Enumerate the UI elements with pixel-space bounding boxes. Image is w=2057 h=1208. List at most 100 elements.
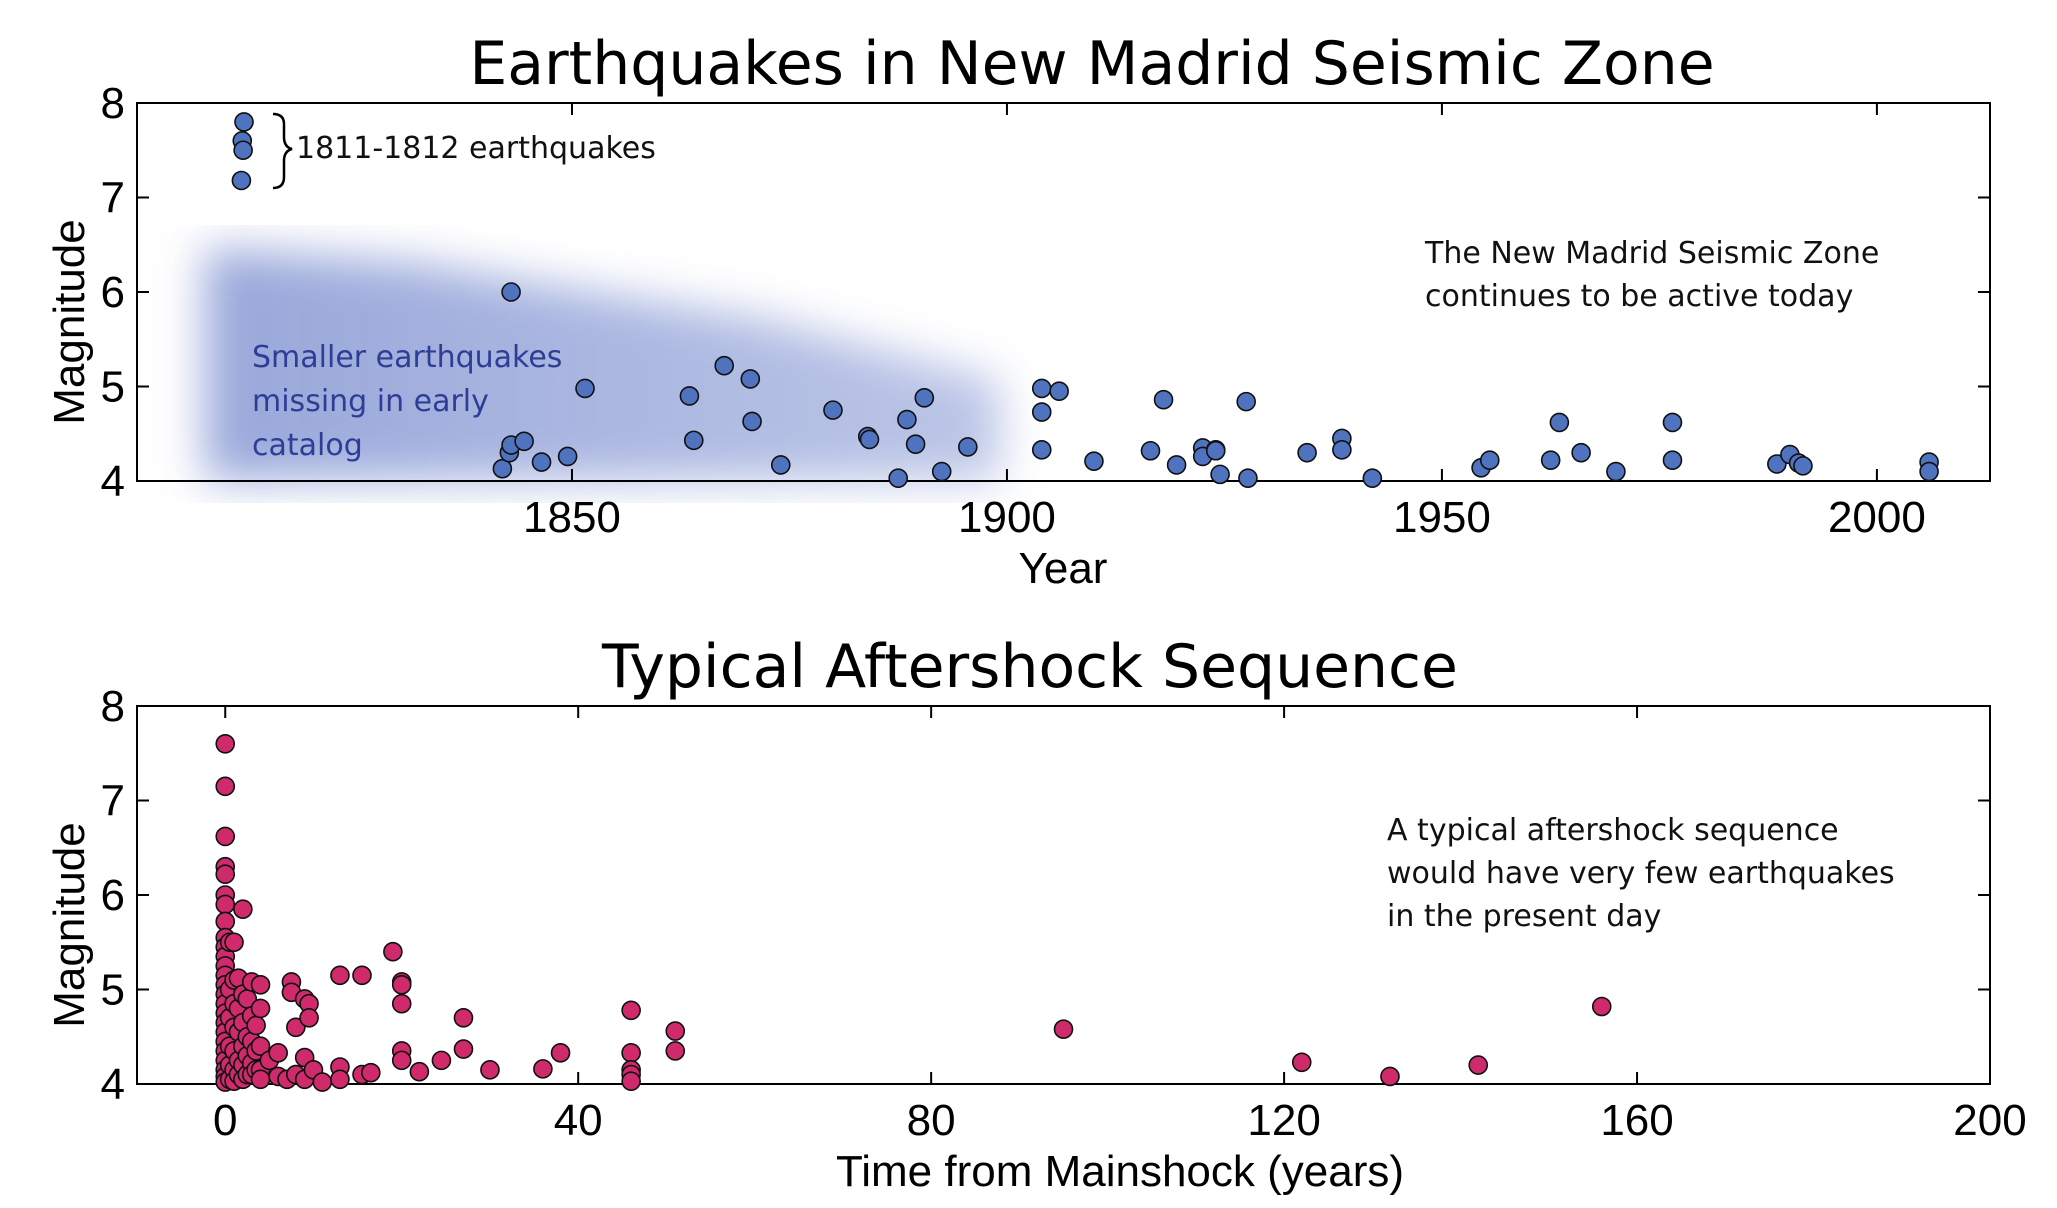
top-data-point <box>823 400 843 420</box>
top-y-axis-label: Magnitude <box>45 219 94 424</box>
bottom-data-point <box>533 1059 553 1079</box>
top-data-point <box>514 431 534 452</box>
top-data-point <box>888 468 909 488</box>
top-data-point <box>1793 456 1813 476</box>
top-data-point <box>1238 468 1258 488</box>
bottom-data-point <box>621 1000 641 1021</box>
bottom-data-point <box>246 1015 266 1036</box>
bracket-label: 1811-1812 earthquakes <box>296 131 656 166</box>
top-data-point <box>557 446 578 467</box>
bottom-x-tick-label: 80 <box>907 1096 956 1145</box>
bottom-data-point <box>286 1017 306 1038</box>
bottom-data-point <box>665 1021 686 1041</box>
top-data-point <box>770 455 791 475</box>
bottom-data-point <box>233 899 253 919</box>
top-data-point <box>1049 381 1069 402</box>
missing-note-line: missing in early <box>252 384 489 419</box>
top-missing-shade <box>205 248 1000 480</box>
bottom-data-point <box>1380 1066 1400 1087</box>
top-data-point <box>742 411 762 432</box>
top-data-point <box>1153 389 1174 410</box>
bottom-data-point <box>215 864 236 885</box>
top-data-point <box>501 282 521 302</box>
top-x-tick-label: 1900 <box>958 493 1056 542</box>
bottom-x-tick-label: 200 <box>1953 1096 2026 1145</box>
bottom-data-point <box>665 1041 686 1061</box>
top-data-point <box>1606 461 1626 482</box>
top-data-point <box>1767 454 1787 474</box>
top-points <box>231 112 1939 488</box>
top-data-point <box>714 355 735 376</box>
top-y-tick-label: 6 <box>101 268 125 317</box>
top-data-point <box>1571 442 1591 463</box>
bottom-data-point <box>391 974 412 995</box>
bottom-data-point <box>1291 1052 1312 1073</box>
bottom-right-note: A typical aftershock sequence would have… <box>1387 813 1904 934</box>
bottom-data-point <box>383 941 403 962</box>
bottom-y-tick-label: 8 <box>101 682 125 731</box>
top-data-point <box>1479 450 1500 471</box>
top-data-point <box>531 452 552 472</box>
bottom-data-point <box>215 826 236 847</box>
bottom-right-note-line: in the present day <box>1387 899 1661 934</box>
top-data-point <box>1549 412 1570 433</box>
bottom-data-point <box>391 993 412 1014</box>
top-data-point <box>1205 440 1226 461</box>
bottom-data-point <box>1468 1055 1489 1075</box>
top-data-point <box>958 437 978 457</box>
bottom-data-point <box>224 932 244 953</box>
top-y-tick-label: 7 <box>101 174 125 223</box>
bottom-data-point <box>250 1036 271 1056</box>
top-chart: Earthquakes in New Madrid Seismic Zone 4… <box>45 29 1991 593</box>
bottom-x-tick-label: 40 <box>554 1096 603 1145</box>
bottom-data-point <box>330 1069 350 1090</box>
bottom-data-point <box>250 974 271 995</box>
bottom-x-tick-label: 0 <box>213 1096 237 1145</box>
top-data-point <box>233 140 253 161</box>
bottom-data-point <box>409 1061 430 1082</box>
bottom-right-note-line: would have very few earthquakes <box>1387 856 1895 891</box>
missing-note-line: Smaller earthquakes <box>252 340 562 375</box>
bottom-right-note-line: A typical aftershock sequence <box>1387 813 1839 848</box>
bottom-y-tick-label: 6 <box>101 871 125 920</box>
bottom-data-point <box>215 733 236 754</box>
missing-note: Smaller earthquakes missing in early cat… <box>252 340 572 463</box>
bottom-x-tick-label: 160 <box>1600 1096 1673 1145</box>
top-data-point <box>1031 402 1052 422</box>
bottom-data-point <box>299 1008 319 1028</box>
top-chart-title: Earthquakes in New Madrid Seismic Zone <box>469 29 1714 99</box>
bottom-data-point <box>312 1072 333 1092</box>
bottom-data-point <box>391 1050 412 1071</box>
bottom-data-point <box>215 894 236 915</box>
top-data-point <box>234 112 254 132</box>
bottom-y-tick-label: 4 <box>101 1060 125 1109</box>
bottom-data-point <box>453 1008 474 1028</box>
bottom-data-point <box>621 1071 641 1091</box>
bottom-points <box>215 733 1612 1092</box>
top-data-point <box>683 430 704 451</box>
top-data-point <box>859 429 880 450</box>
top-data-point <box>1210 464 1230 485</box>
top-data-point <box>1031 440 1052 460</box>
top-data-point <box>1540 450 1561 471</box>
top-data-point <box>1662 450 1683 471</box>
bottom-data-point <box>250 998 271 1019</box>
top-x-tick-label: 2000 <box>1828 493 1926 542</box>
bottom-data-point <box>250 1069 271 1090</box>
bottom-data-point <box>621 1043 641 1063</box>
top-data-point <box>1031 378 1052 399</box>
top-data-point <box>931 461 952 482</box>
top-x-tick-label: 1850 <box>523 493 621 542</box>
bottom-chart-title: Typical Aftershock Sequence <box>601 632 1458 702</box>
top-data-point <box>1919 461 1939 482</box>
top-data-point <box>1166 455 1187 475</box>
top-data-point <box>679 386 700 406</box>
bottom-data-point <box>1591 996 1612 1017</box>
top-x-tick-label: 1950 <box>1393 493 1491 542</box>
bottom-data-point <box>453 1039 474 1059</box>
top-data-point <box>740 369 761 389</box>
bottom-y-axis-label: Magnitude <box>45 822 94 1027</box>
top-data-point <box>492 458 513 479</box>
